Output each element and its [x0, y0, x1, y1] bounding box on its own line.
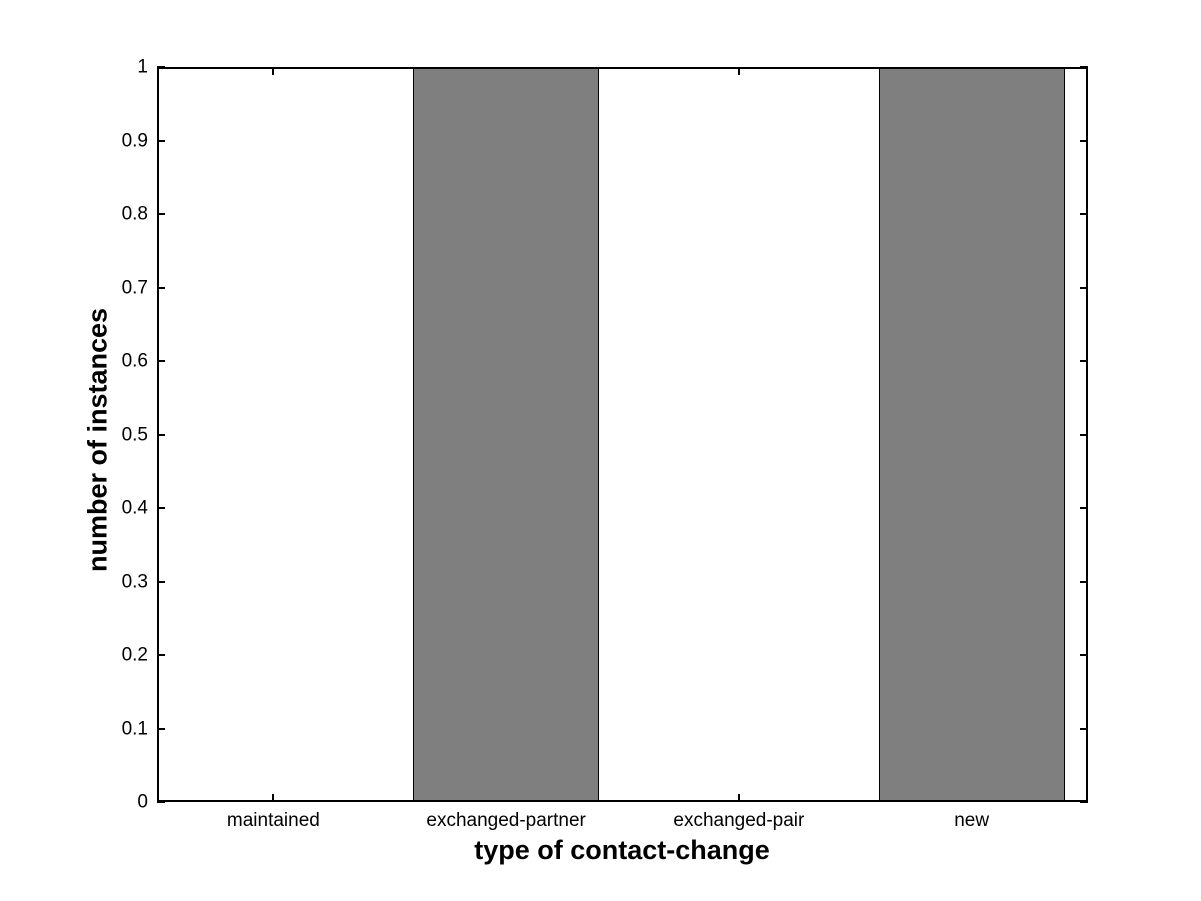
- y-tick-right: [1080, 286, 1088, 289]
- x-category-label: new: [954, 810, 990, 831]
- plot-area: [157, 67, 1088, 802]
- y-tick-left: [157, 580, 165, 583]
- y-tick-label: 0.3: [121, 571, 148, 592]
- y-axis-label: number of instances: [82, 307, 113, 573]
- y-tick-left: [157, 654, 165, 656]
- y-tick-left: [157, 139, 165, 142]
- y-tick-right: [1080, 213, 1088, 215]
- y-tick-label: 0.4: [121, 497, 148, 519]
- y-tick-right: [1080, 580, 1088, 583]
- y-tick-label: 0.6: [121, 350, 148, 372]
- y-tick-left: [157, 360, 165, 362]
- y-tick-label: 0.5: [121, 424, 148, 445]
- y-tick-label: 0.1: [121, 718, 148, 739]
- y-tick-label: 0.8: [121, 203, 148, 225]
- y-tick-right: [1080, 654, 1088, 656]
- x-tick-top: [737, 67, 740, 75]
- y-tick-left: [157, 801, 165, 803]
- y-tick-label: 0: [137, 791, 148, 813]
- y-tick-label: 0.7: [121, 277, 148, 298]
- y-tick-left: [157, 213, 165, 215]
- x-category-label: exchanged-partner: [426, 810, 586, 831]
- y-tick-label: 0.9: [121, 130, 148, 151]
- y-tick-label: 0.2: [121, 644, 148, 666]
- x-axis-label: type of contact-change: [474, 835, 770, 865]
- y-tick-right: [1080, 801, 1088, 803]
- y-tick-right: [1080, 507, 1088, 509]
- x-tick-top: [272, 67, 275, 75]
- y-tick-right: [1080, 360, 1088, 362]
- x-tick-bottom: [272, 794, 275, 802]
- y-tick-left: [157, 727, 165, 730]
- y-tick-left: [157, 433, 165, 436]
- y-tick-left: [157, 507, 165, 509]
- bar-exchanged-partner: [413, 67, 600, 802]
- y-tick-right: [1080, 727, 1088, 730]
- x-category-label: maintained: [226, 810, 320, 831]
- y-tick-left: [157, 286, 165, 289]
- y-tick-right: [1080, 433, 1088, 436]
- x-category-label: exchanged-pair: [673, 810, 805, 831]
- bar-new: [878, 67, 1065, 802]
- y-tick-right: [1080, 139, 1088, 142]
- x-tick-bottom: [737, 794, 740, 802]
- y-tick-label: 1: [137, 56, 148, 78]
